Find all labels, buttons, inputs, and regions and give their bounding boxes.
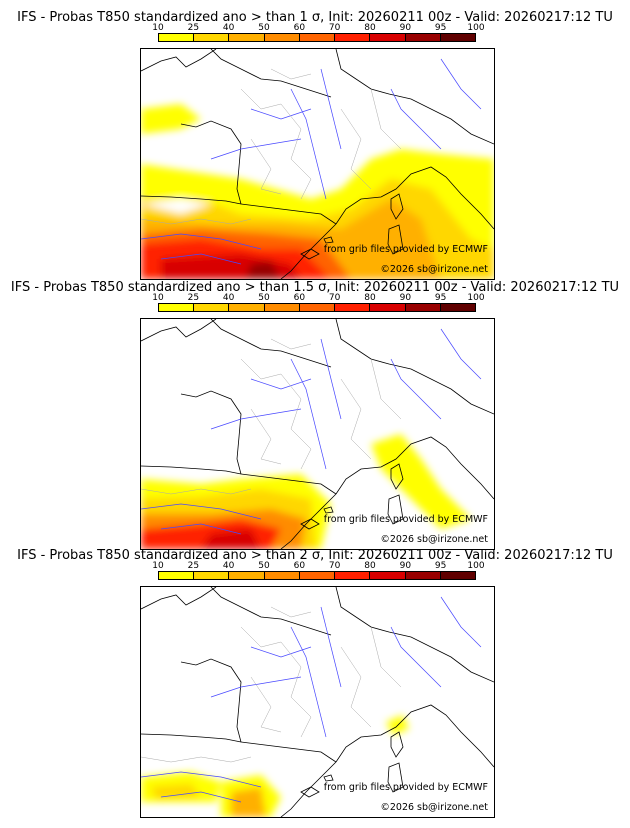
colorbar-segment <box>370 304 406 311</box>
probability-map: from grib files provided by ECMWF ©2026 … <box>140 48 495 280</box>
colorbar-tick: 100 <box>467 293 485 303</box>
heat-field <box>141 587 494 817</box>
colorbar-segment <box>370 34 406 41</box>
colorbar-segment <box>159 572 195 579</box>
colorbar-tick: 10 <box>152 23 164 33</box>
colorbar-tick: 70 <box>328 293 341 303</box>
panel-2sigma: IFS - Probas T850 standardized ano > tha… <box>0 538 630 818</box>
colorbar-tick: 60 <box>293 23 306 33</box>
colorbar-tick: 80 <box>364 561 376 571</box>
colorbar-tick: 95 <box>434 23 447 33</box>
colorbar-ticks: 10 25 40 50 60 70 80 90 95 100 <box>152 23 484 33</box>
heat-field <box>141 49 494 279</box>
colorbar-tick: 10 <box>152 561 164 571</box>
colorbar-tick: 25 <box>187 293 200 303</box>
colorbar-tick: 60 <box>293 293 306 303</box>
panel-title: IFS - Probas T850 standardized ano > tha… <box>17 548 613 563</box>
colorbar-segment <box>229 304 265 311</box>
colorbar-segment <box>159 34 195 41</box>
colorbar-segment <box>370 572 406 579</box>
colorbar-tick: 90 <box>399 293 412 303</box>
colorbar-segment <box>194 572 230 579</box>
colorbar <box>158 33 476 42</box>
colorbar-segment <box>405 304 441 311</box>
panel-1-5sigma: IFS - Probas T850 standardized ano > tha… <box>0 270 630 550</box>
colorbar-segment <box>264 304 300 311</box>
colorbar-tick: 60 <box>293 561 306 571</box>
colorbar-segment <box>264 572 300 579</box>
colorbar-segment <box>229 572 265 579</box>
colorbar-tick: 95 <box>434 561 447 571</box>
colorbar-tick: 95 <box>434 293 447 303</box>
colorbar-ticks: 10 25 40 50 60 70 80 90 95 100 <box>152 561 484 571</box>
copyright: ©2026 sb@irizone.net <box>380 534 488 545</box>
copyright: ©2026 sb@irizone.net <box>380 264 488 275</box>
colorbar-segment <box>405 572 441 579</box>
source-credit: from grib files provided by ECMWF <box>323 244 488 255</box>
colorbar-tick: 50 <box>258 23 270 33</box>
panel-title: IFS - Probas T850 standardized ano > tha… <box>17 10 613 25</box>
colorbar-tick: 70 <box>328 561 341 571</box>
colorbar <box>158 571 476 580</box>
colorbar-segment <box>440 304 475 311</box>
colorbar-tick: 50 <box>258 561 270 571</box>
colorbar <box>158 303 476 312</box>
colorbar-segment <box>194 34 230 41</box>
colorbar-tick: 25 <box>187 23 200 33</box>
colorbar-segment <box>335 34 371 41</box>
colorbar-tick: 100 <box>467 23 485 33</box>
probability-map: from grib files provided by ECMWF ©2026 … <box>140 318 495 550</box>
colorbar-tick: 80 <box>364 293 376 303</box>
colorbar-ticks: 10 25 40 50 60 70 80 90 95 100 <box>152 293 484 303</box>
colorbar-segment <box>229 34 265 41</box>
colorbar-tick: 50 <box>258 293 270 303</box>
colorbar-segment <box>335 572 371 579</box>
panel-1sigma: IFS - Probas T850 standardized ano > tha… <box>0 0 630 280</box>
colorbar-tick: 10 <box>152 293 164 303</box>
colorbar-tick: 80 <box>364 23 376 33</box>
colorbar-segment <box>440 572 475 579</box>
colorbar-tick: 90 <box>399 561 412 571</box>
colorbar-tick: 40 <box>222 561 235 571</box>
source-credit: from grib files provided by ECMWF <box>323 782 488 793</box>
colorbar-tick: 40 <box>222 23 235 33</box>
colorbar-segment <box>335 304 371 311</box>
colorbar-segment <box>299 572 336 579</box>
colorbar-tick: 25 <box>187 561 200 571</box>
probability-map: from grib files provided by ECMWF ©2026 … <box>140 586 495 818</box>
colorbar-segment <box>440 34 475 41</box>
colorbar-segment <box>194 304 230 311</box>
colorbar-tick: 70 <box>328 23 341 33</box>
colorbar-tick: 90 <box>399 23 412 33</box>
colorbar-segment <box>299 34 336 41</box>
colorbar-segment <box>264 34 300 41</box>
colorbar-tick: 40 <box>222 293 235 303</box>
colorbar-segment <box>159 304 195 311</box>
colorbar-segment <box>405 34 441 41</box>
source-credit: from grib files provided by ECMWF <box>323 514 488 525</box>
colorbar-tick: 100 <box>467 561 485 571</box>
copyright: ©2026 sb@irizone.net <box>380 802 488 813</box>
colorbar-segment <box>299 304 336 311</box>
heat-field <box>141 319 494 549</box>
panel-title: IFS - Probas T850 standardized ano > tha… <box>10 280 620 295</box>
